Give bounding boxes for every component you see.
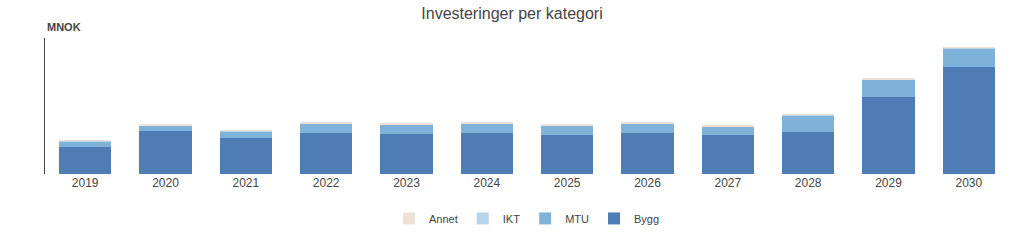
svg-text:2020: 2020 <box>152 176 179 190</box>
svg-text:2025: 2025 <box>554 176 581 190</box>
svg-text:MTU: MTU <box>565 213 589 225</box>
svg-text:Investeringer per kategori: Investeringer per kategori <box>421 5 602 22</box>
svg-text:2028: 2028 <box>795 176 822 190</box>
svg-text:2024: 2024 <box>473 176 500 190</box>
svg-text:2021: 2021 <box>232 176 259 190</box>
svg-text:Bygg: Bygg <box>634 213 659 225</box>
svg-text:2027: 2027 <box>714 176 741 190</box>
svg-text:2030: 2030 <box>955 176 982 190</box>
svg-text:2026: 2026 <box>634 176 661 190</box>
svg-text:2019: 2019 <box>72 176 99 190</box>
svg-text:2022: 2022 <box>313 176 340 190</box>
svg-text:2023: 2023 <box>393 176 420 190</box>
svg-text:IKT: IKT <box>503 213 520 225</box>
svg-text:2029: 2029 <box>875 176 902 190</box>
svg-text:Annet: Annet <box>429 213 458 225</box>
svg-text:MNOK: MNOK <box>47 21 81 33</box>
